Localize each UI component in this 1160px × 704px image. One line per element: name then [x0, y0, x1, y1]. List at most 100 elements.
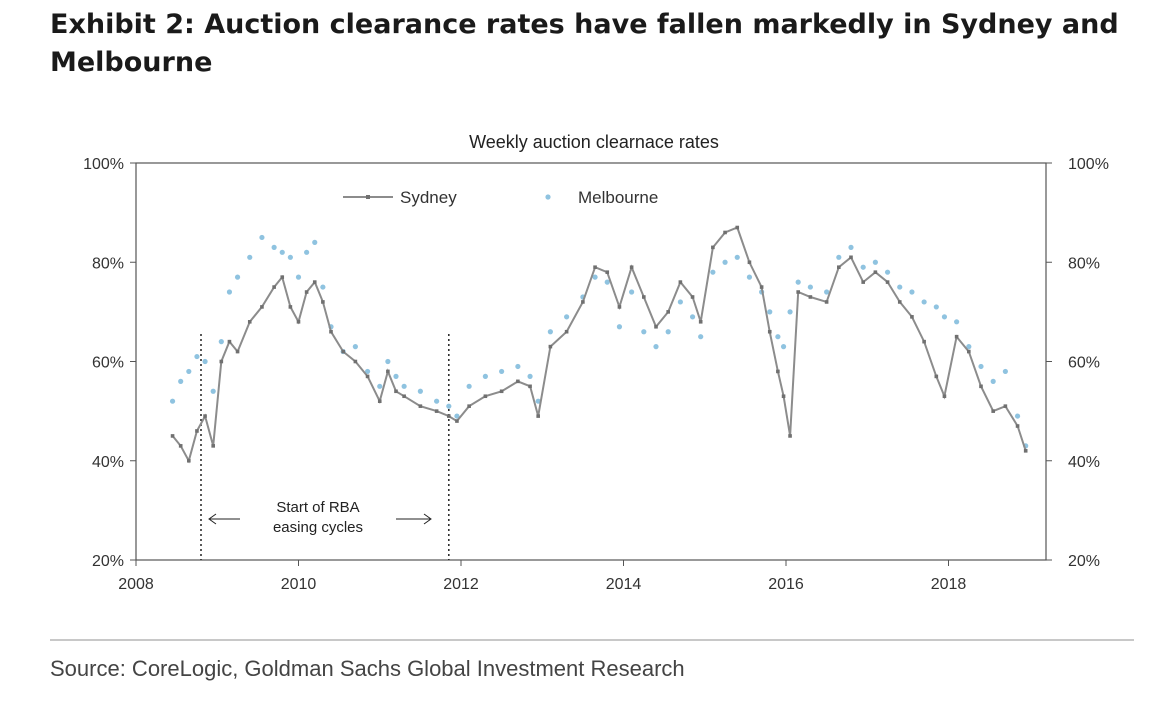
data-point-melbourne — [848, 244, 854, 250]
data-point-melbourne — [364, 368, 371, 375]
data-point-melbourne — [767, 309, 773, 315]
y-tick-label-right: 20% — [1068, 553, 1100, 570]
data-point-sydney — [767, 329, 772, 334]
data-point-sydney — [296, 320, 301, 324]
data-point-sydney — [304, 290, 309, 294]
data-point-sydney — [377, 399, 382, 403]
data-point-sydney — [483, 394, 488, 399]
data-point-melbourne — [775, 334, 781, 340]
data-point-sydney — [564, 329, 569, 334]
data-point-melbourne — [592, 274, 598, 280]
source-divider — [50, 639, 1134, 641]
data-point-melbourne — [616, 324, 623, 330]
data-point-melbourne — [515, 363, 521, 370]
x-tick-label: 2016 — [768, 576, 804, 593]
data-point-sydney — [499, 389, 504, 394]
y-tick-label-left: 40% — [92, 454, 124, 471]
data-point-sydney — [808, 295, 813, 299]
data-point-sydney — [897, 300, 902, 304]
data-point-melbourne — [795, 279, 801, 285]
data-point-sydney — [1003, 404, 1008, 408]
x-tick-label: 2014 — [606, 576, 642, 593]
data-point-melbourne — [385, 358, 391, 365]
data-point-melbourne — [665, 329, 671, 335]
data-point-melbourne — [466, 383, 472, 389]
data-point-melbourne — [746, 274, 753, 280]
data-point-melbourne — [247, 254, 253, 260]
data-point-melbourne — [547, 329, 553, 335]
data-point-melbourne — [629, 289, 635, 295]
data-point-melbourne — [824, 289, 830, 295]
data-point-melbourne — [909, 289, 915, 295]
data-point-sydney — [1015, 424, 1020, 428]
source-note: Source: CoreLogic, Goldman Sachs Global … — [50, 656, 685, 681]
data-point-melbourne — [604, 279, 610, 285]
data-point-melbourne — [722, 259, 728, 265]
data-point-sydney — [711, 245, 715, 250]
data-point-sydney — [227, 339, 232, 344]
annotation-line-2: easing cycles — [273, 519, 363, 536]
data-point-melbourne — [417, 388, 423, 394]
data-point-melbourne — [933, 304, 939, 310]
series-melbourne — [169, 234, 1029, 449]
data-point-sydney — [861, 280, 865, 284]
annotation-line-1: Start of RBA — [276, 499, 359, 516]
data-point-melbourne — [780, 344, 787, 350]
data-point-sydney — [910, 315, 914, 319]
data-point-sydney — [837, 265, 841, 270]
series-layer — [169, 225, 1029, 464]
data-point-sydney — [455, 419, 459, 423]
data-point-sydney — [353, 359, 358, 364]
data-point-sydney — [402, 394, 406, 399]
data-point-sydney — [312, 280, 317, 284]
data-point-melbourne — [178, 378, 184, 384]
data-point-melbourne — [921, 299, 927, 305]
data-point-melbourne — [295, 274, 302, 280]
data-point-sydney — [178, 444, 183, 448]
data-point-melbourne — [564, 314, 570, 320]
data-point-sydney — [195, 429, 199, 433]
data-point-sydney — [593, 265, 597, 270]
data-point-melbourne — [689, 314, 696, 320]
data-point-sydney — [605, 270, 610, 274]
data-point-melbourne — [872, 259, 878, 265]
data-point-sydney — [698, 320, 703, 324]
data-point-melbourne — [377, 383, 383, 389]
data-point-melbourne — [978, 363, 984, 370]
data-point-melbourne — [454, 413, 460, 419]
legend: Sydney Melbourne — [343, 188, 658, 207]
data-point-melbourne — [807, 284, 813, 290]
data-point-melbourne — [836, 254, 842, 260]
x-tick-label: 2012 — [443, 576, 479, 593]
data-point-sydney — [735, 225, 740, 230]
y-tick-label-right: 40% — [1068, 454, 1100, 471]
data-point-sydney — [781, 394, 786, 399]
data-point-sydney — [247, 320, 252, 324]
data-point-sydney — [1023, 449, 1028, 453]
rba-easing-annotation: Start of RBA easing cycles — [208, 499, 432, 536]
axes-layer: 20% 40% 60% 80% 100% 20% 40% 60% 80% 100% 2008 2010… — [83, 156, 1109, 593]
data-point-sydney — [467, 404, 471, 408]
exhibit-title: Exhibit 2: Auction clearance rates have … — [50, 9, 1119, 78]
data-point-melbourne — [194, 353, 200, 360]
data-point-melbourne — [897, 284, 903, 290]
legend-marker-sydney — [366, 195, 370, 199]
data-point-melbourne — [734, 254, 740, 260]
data-point-melbourne — [259, 234, 265, 241]
data-point-melbourne — [535, 398, 541, 404]
data-point-sydney — [386, 369, 390, 374]
data-point-sydney — [873, 270, 878, 274]
data-point-sydney — [288, 305, 293, 309]
data-point-sydney — [447, 414, 451, 418]
data-point-melbourne — [1002, 368, 1008, 375]
data-point-sydney — [617, 305, 622, 309]
series-sydney — [170, 225, 1028, 464]
data-point-sydney — [280, 275, 285, 279]
data-point-melbourne — [320, 284, 326, 290]
data-point-sydney — [341, 349, 345, 354]
series-line-sydney — [171, 226, 1027, 464]
data-point-sydney — [776, 369, 780, 374]
data-point-melbourne — [884, 269, 891, 275]
data-point-sydney — [979, 384, 983, 389]
data-point-sydney — [260, 305, 264, 309]
